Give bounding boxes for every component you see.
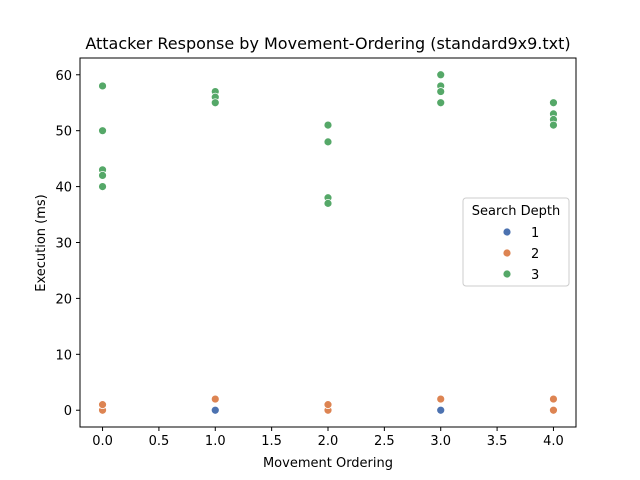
data-point-depth-3 — [98, 182, 107, 191]
legend-label-depth-1: 1 — [531, 226, 539, 241]
legend-frame — [462, 197, 570, 287]
x-tick-label: 1.5 — [261, 434, 282, 449]
y-axis-label: Execution (ms) — [34, 194, 49, 292]
y-tick-label: 0 — [64, 404, 72, 419]
data-point-depth-3 — [436, 70, 446, 80]
y-tick-label: 40 — [55, 181, 72, 196]
data-points — [98, 70, 558, 415]
x-tick-label: 0.0 — [92, 434, 113, 449]
data-point-depth-2 — [210, 394, 220, 404]
legend-marker-depth-1 — [502, 227, 512, 237]
x-tick-label: 1.0 — [205, 434, 226, 449]
legend-label-depth-2: 2 — [531, 247, 539, 262]
x-tick-label: 4.0 — [543, 434, 564, 449]
x-tick-label: 3.5 — [487, 434, 508, 449]
y-axis: 0 10 20 30 40 50 60 — [55, 69, 80, 419]
data-point-depth-3 — [436, 98, 446, 108]
legend-label-depth-3: 3 — [531, 268, 539, 283]
legend-marker-depth-3 — [502, 269, 512, 279]
data-point-depth-2 — [549, 394, 558, 404]
legend-title: Search Depth — [472, 204, 560, 219]
y-tick-label: 50 — [55, 125, 72, 140]
x-tick-label: 2.5 — [374, 434, 395, 449]
data-point-depth-2 — [323, 400, 333, 410]
data-point-depth-3 — [98, 171, 107, 180]
data-point-depth-3 — [549, 98, 558, 108]
x-axis: 0.0 0.5 1.0 1.5 2.0 2.5 3.0 3.5 4.0 — [92, 427, 564, 449]
legend: Search Depth 1 2 3 — [462, 197, 570, 287]
y-tick-label: 10 — [55, 348, 72, 363]
data-point-depth-3 — [323, 120, 333, 130]
x-axis-label: Movement Ordering — [263, 456, 393, 471]
data-point-depth-1 — [436, 405, 446, 415]
y-tick-label: 60 — [55, 69, 72, 84]
data-point-depth-3 — [210, 98, 220, 108]
x-tick-label: 0.5 — [149, 434, 170, 449]
data-point-depth-2 — [549, 405, 558, 415]
data-point-depth-3 — [436, 87, 446, 96]
x-tick-label: 3.0 — [430, 434, 451, 449]
data-point-depth-3 — [323, 137, 333, 147]
y-tick-label: 20 — [55, 292, 72, 307]
y-tick-label: 30 — [55, 237, 72, 252]
chart-title: Attacker Response by Movement-Ordering (… — [85, 34, 570, 53]
data-point-depth-2 — [436, 394, 446, 404]
x-tick-label: 2.0 — [318, 434, 339, 449]
legend-marker-depth-2 — [502, 248, 512, 258]
data-point-depth-2 — [98, 400, 107, 410]
data-point-depth-3 — [323, 198, 333, 208]
data-point-depth-3 — [98, 81, 107, 91]
data-point-depth-3 — [98, 126, 107, 136]
data-point-depth-3 — [549, 120, 558, 130]
data-point-depth-1 — [210, 405, 220, 415]
